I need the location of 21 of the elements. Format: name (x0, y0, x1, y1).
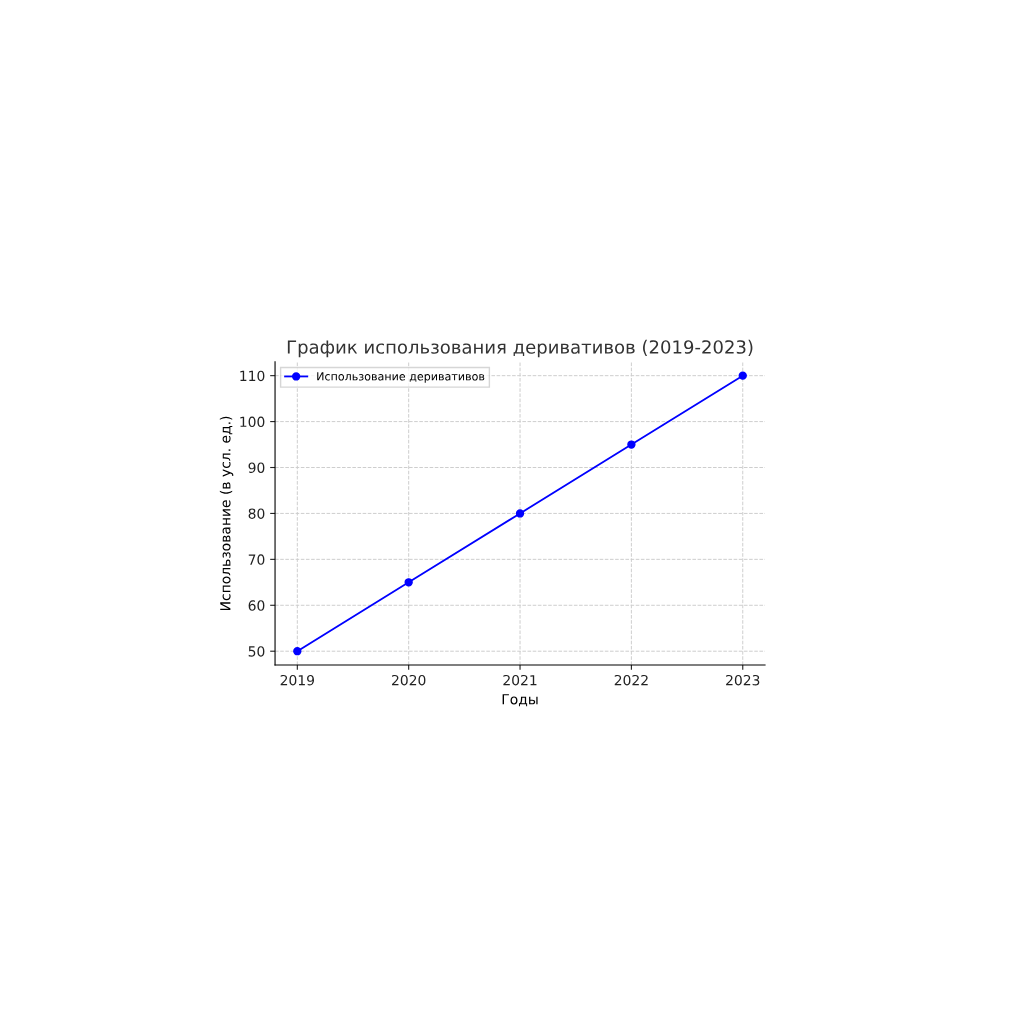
point (515, 509, 525, 518)
x-axis-title: Годы (502, 694, 538, 707)
x-tick-label: 2023 (726, 674, 760, 686)
point (738, 371, 747, 380)
y-tick-label: 50 (248, 646, 265, 657)
chart-title: График использования деривативов (2019-2023) (287, 339, 753, 358)
y-axis-title: Использование (в усл. ед.) (219, 416, 234, 611)
x-tick-label: 2019 (280, 674, 315, 686)
y-tick-label: 100 (240, 416, 265, 428)
legend-label: Использование деривативов (317, 372, 485, 383)
x-tick-label: 2021 (503, 674, 537, 686)
y-tick-label: 80 (248, 508, 265, 519)
y-tick-label: 90 (248, 462, 265, 473)
point (404, 578, 413, 587)
x-tick-label: 2020 (392, 674, 426, 686)
x-tick-label: 2022 (614, 674, 648, 686)
y-tick-label: 70 (248, 554, 265, 565)
y-tick-label: 110 (240, 370, 265, 382)
point (293, 647, 302, 656)
point (627, 440, 636, 449)
y-tick-label: 60 (248, 600, 265, 611)
